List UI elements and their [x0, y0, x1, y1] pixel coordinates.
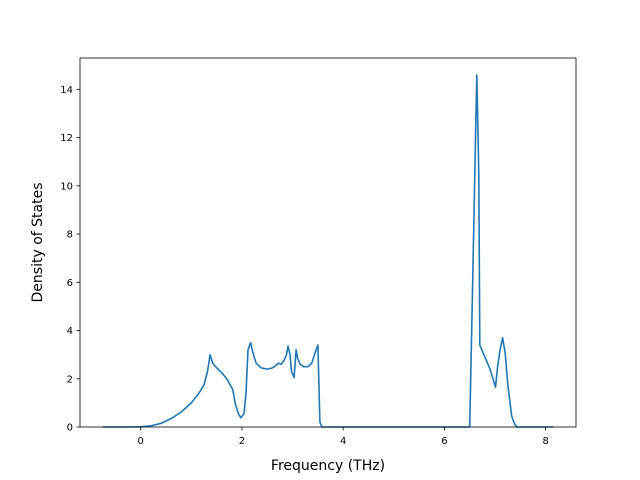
y-tick-label: 6: [67, 278, 73, 289]
x-tick-label: 8: [542, 436, 548, 447]
x-axis-ticks: 0 2 4 6 8: [138, 427, 549, 447]
x-tick-label: 6: [441, 436, 447, 447]
x-tick-label: 2: [239, 436, 245, 447]
x-tick-label: 0: [138, 436, 144, 447]
y-tick-label: 4: [67, 326, 73, 337]
y-tick-label: 14: [60, 85, 73, 96]
x-axis-label: Frequency (THz): [271, 458, 385, 474]
plot-area: [102, 74, 554, 428]
y-tick-label: 8: [67, 230, 73, 241]
y-axis-label: Density of States: [30, 183, 46, 303]
y-tick-label: 12: [60, 133, 73, 144]
series-line-0: [102, 74, 554, 428]
y-axis-ticks: 0 2 4 6 8 10 12 14: [60, 85, 80, 434]
axes-frame: [79, 57, 577, 428]
x-tick-label: 4: [340, 436, 346, 447]
y-tick-label: 2: [67, 374, 73, 385]
y-tick-label: 0: [67, 423, 73, 434]
y-tick-label: 10: [60, 181, 73, 192]
